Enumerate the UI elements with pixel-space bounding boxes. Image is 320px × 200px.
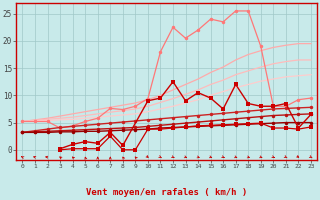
X-axis label: Vent moyen/en rafales ( km/h ): Vent moyen/en rafales ( km/h ) [86,188,247,197]
